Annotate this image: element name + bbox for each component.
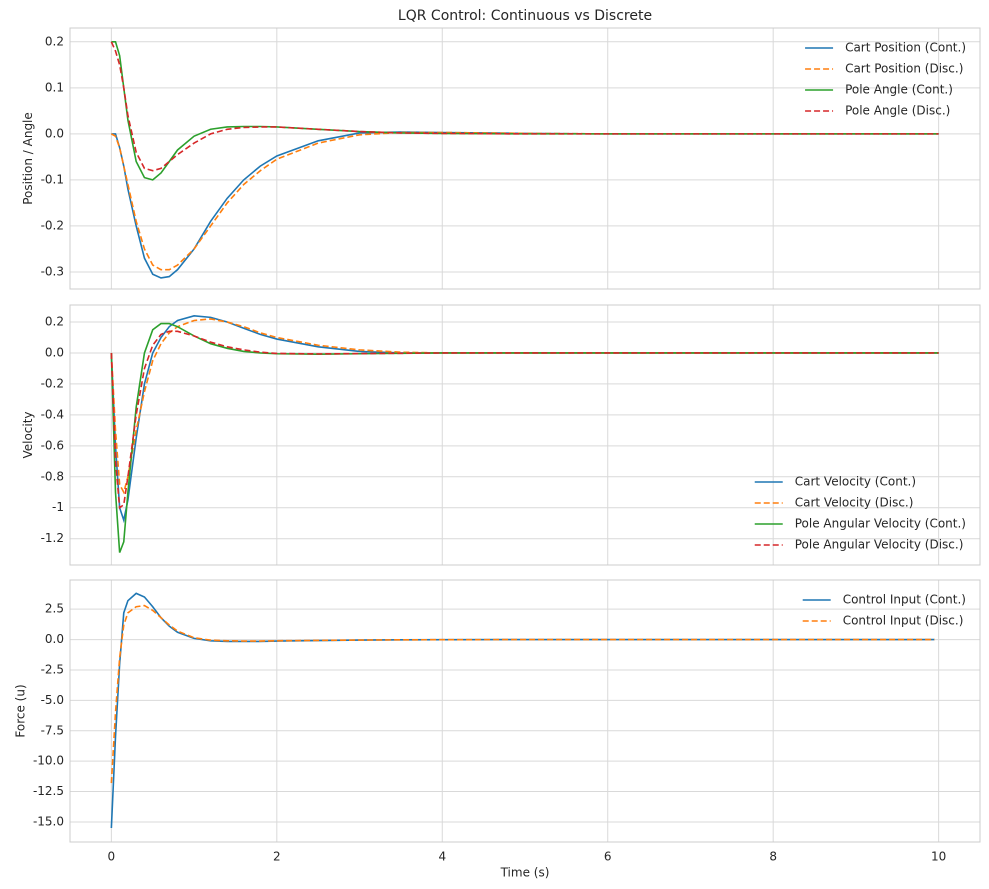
legend-label: Control Input (Cont.) (843, 593, 966, 607)
y-axis-label: Force (u) (13, 684, 27, 737)
y-tick-label: 0.1 (45, 80, 64, 94)
y-tick-label: -0.2 (41, 376, 64, 390)
x-tick-label: 10 (931, 850, 946, 864)
chart-title: LQR Control: Continuous vs Discrete (398, 8, 652, 24)
y-tick-label: -7.5 (41, 723, 64, 737)
series-line (110, 318, 939, 495)
legend-label: Pole Angular Velocity (Cont.) (795, 517, 966, 531)
y-tick-label: -1 (52, 500, 64, 514)
x-tick-label: 6 (604, 850, 612, 864)
series-line (110, 315, 939, 524)
axes-frame (69, 27, 981, 290)
x-tick-label: 2 (273, 850, 281, 864)
x-axis-label: Time (s) (500, 866, 550, 880)
series-line (110, 604, 935, 784)
legend-label: Cart Position (Cont.) (845, 41, 966, 55)
legend-label: Pole Angular Velocity (Disc.) (795, 538, 964, 552)
x-tick-label: 0 (108, 850, 116, 864)
y-tick-label: 0.0 (45, 345, 64, 359)
y-tick-label: -15.0 (33, 814, 64, 828)
y-tick-label: -2.5 (41, 662, 64, 676)
y-tick-label: -12.5 (33, 784, 64, 798)
legend-label: Pole Angle (Cont.) (845, 83, 953, 97)
y-tick-label: -5.0 (41, 693, 64, 707)
y-tick-label: -0.6 (41, 438, 64, 452)
series-line (111, 131, 939, 279)
y-tick-label: -0.1 (41, 172, 64, 186)
y-tick-label: 0.2 (45, 34, 64, 48)
y-tick-label: 0.2 (45, 315, 64, 329)
y-tick-label: 0.0 (45, 126, 64, 140)
x-tick-label: 8 (769, 850, 777, 864)
x-tick-label: 4 (438, 850, 446, 864)
y-axis-label: Position / Angle (21, 112, 35, 205)
y-tick-label: -0.3 (41, 264, 64, 278)
legend-label: Control Input (Disc.) (843, 614, 964, 628)
series-line (110, 330, 939, 510)
y-axis-label: Velocity (21, 411, 35, 458)
y-tick-label: -0.2 (41, 218, 64, 232)
y-tick-label: -0.8 (41, 469, 64, 483)
y-tick-label: -1.2 (41, 531, 64, 545)
legend-label: Cart Velocity (Disc.) (795, 496, 914, 510)
legend-label: Cart Position (Disc.) (845, 62, 963, 76)
y-tick-label: 2.5 (45, 602, 64, 616)
series-line (110, 41, 939, 172)
series-line (110, 592, 935, 829)
axes-frame (69, 304, 981, 566)
y-tick-label: -0.4 (41, 407, 64, 421)
y-tick-label: -10.0 (33, 754, 64, 768)
legend-label: Pole Angle (Disc.) (845, 104, 950, 118)
y-tick-label: 0.0 (45, 632, 64, 646)
series-line (110, 131, 939, 271)
legend-label: Cart Velocity (Cont.) (795, 475, 916, 489)
axes-frame (69, 579, 981, 843)
